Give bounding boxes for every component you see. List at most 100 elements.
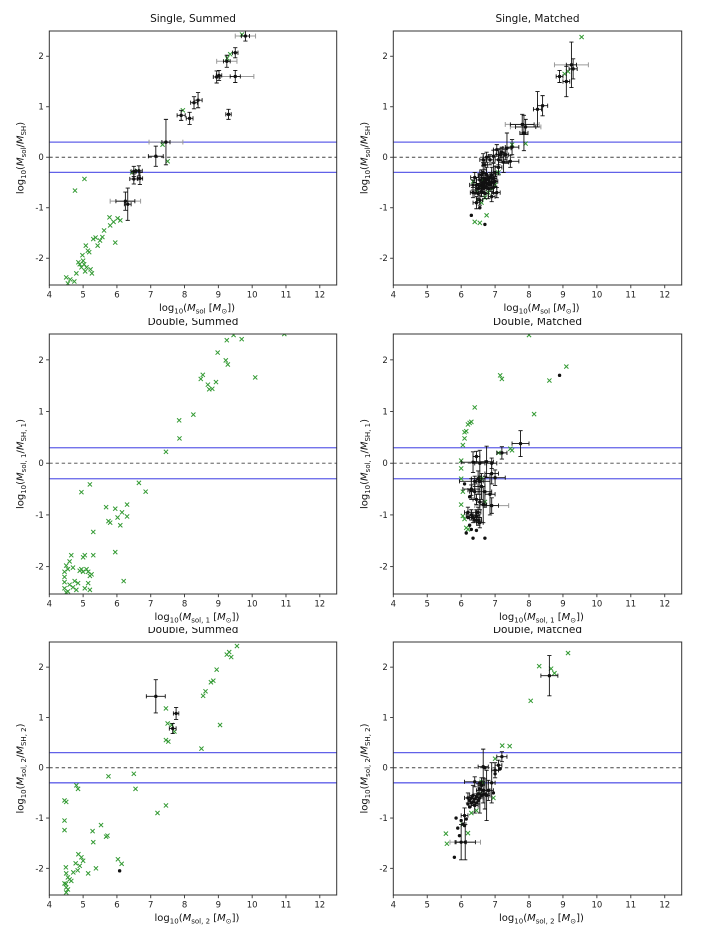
- reference-lines: [49, 447, 337, 480]
- x-tick-label: 8: [526, 600, 531, 610]
- x-tick-label: 5: [80, 901, 85, 911]
- panel-title: Double, Matched: [493, 627, 582, 636]
- x-tick-label: 12: [314, 291, 325, 301]
- x-axis-label: log10(Msol, 2 [M⊙]): [499, 913, 584, 926]
- x-tick-label: 11: [625, 901, 636, 911]
- x-tick-label: 12: [659, 291, 670, 301]
- y-axis-label: log10(Msol, 1/MSH, 1): [15, 419, 28, 509]
- x-tick-label: 9: [560, 901, 565, 911]
- y-axis-label: log10(Msol, 2/MSH, 2): [359, 723, 372, 813]
- y-tick-label: 0: [38, 764, 43, 774]
- x-tick-label: 10: [591, 291, 602, 301]
- y-tick-label: 1: [38, 408, 43, 418]
- x-tick-label: 12: [314, 901, 325, 911]
- y-tick-label: 2: [382, 356, 387, 366]
- y-tick-label: -2: [35, 563, 43, 573]
- y-tick-label: -1: [35, 511, 43, 521]
- y-tick-label: 2: [382, 663, 387, 673]
- x-tick-label: 4: [391, 600, 396, 610]
- x-tick-label: 11: [281, 291, 292, 301]
- y-tick-label: -2: [379, 254, 387, 264]
- y-tick-label: -1: [35, 204, 43, 214]
- x-axis-label: log10(Msol [M⊙]): [159, 303, 235, 316]
- x-tick-label: 10: [591, 600, 602, 610]
- x-axis-label: log10(Msol, 2 [M⊙]): [155, 913, 240, 926]
- x-tick-label: 12: [659, 901, 670, 911]
- y-tick-label: 1: [38, 713, 43, 723]
- x-tick-label: 8: [182, 291, 187, 301]
- y-tick-label: -1: [379, 814, 387, 824]
- data-points: [469, 34, 589, 227]
- y-axis-label: log10(Msol, 1/MSH, 1): [359, 419, 372, 509]
- x-tick-label: 11: [625, 600, 636, 610]
- x-tick-label: 11: [281, 901, 292, 911]
- panel-title: Double, Summed: [148, 627, 239, 636]
- y-tick-label: 1: [382, 103, 387, 113]
- y-axis-label: log10(Msol, 2/MSH, 2): [15, 723, 28, 813]
- x-tick-label: 10: [247, 291, 258, 301]
- panel-title: Single, Matched: [495, 13, 579, 25]
- data-points: [458, 334, 569, 540]
- data-points: [62, 643, 240, 895]
- x-tick-label: 10: [247, 901, 258, 911]
- x-axis-label: log10(Msol, 1 [M⊙]): [499, 612, 584, 625]
- x-tick-label: 5: [425, 291, 430, 301]
- y-tick-label: -1: [35, 814, 43, 824]
- x-tick-label: 8: [526, 901, 531, 911]
- x-tick-label: 5: [80, 291, 85, 301]
- reference-lines: [49, 752, 337, 784]
- x-tick-label: 11: [625, 291, 636, 301]
- y-tick-label: 0: [382, 764, 387, 774]
- x-tick-label: 6: [114, 291, 119, 301]
- y-tick-label: 1: [382, 713, 387, 723]
- y-tick-label: 1: [382, 408, 387, 418]
- data-points: [62, 334, 287, 594]
- x-tick-label: 4: [47, 901, 52, 911]
- y-tick-label: 2: [382, 52, 387, 62]
- panel-title: Double, Summed: [148, 318, 239, 328]
- data-points: [443, 650, 571, 861]
- y-tick-label: 2: [38, 663, 43, 673]
- y-tick-label: -2: [379, 563, 387, 573]
- x-tick-label: 6: [114, 600, 119, 610]
- reference-lines: [393, 447, 682, 480]
- y-tick-label: 2: [38, 52, 43, 62]
- data-points: [63, 31, 257, 285]
- x-tick-label: 6: [458, 600, 463, 610]
- x-tick-label: 12: [314, 600, 325, 610]
- y-tick-label: 0: [382, 459, 387, 469]
- y-tick-label: 2: [38, 356, 43, 366]
- y-tick-label: 0: [382, 153, 387, 163]
- y-tick-label: -1: [379, 511, 387, 521]
- x-tick-label: 9: [216, 901, 221, 911]
- x-tick-label: 4: [47, 600, 52, 610]
- x-tick-label: 10: [591, 901, 602, 911]
- x-tick-label: 9: [216, 600, 221, 610]
- x-tick-label: 7: [492, 291, 497, 301]
- x-tick-label: 9: [216, 291, 221, 301]
- x-tick-label: 10: [247, 600, 258, 610]
- y-tick-label: -2: [379, 864, 387, 874]
- y-tick-label: 0: [38, 153, 43, 163]
- reference-lines: [393, 752, 682, 784]
- y-axis-label: log10(Msol/MSH): [15, 122, 28, 194]
- x-tick-label: 9: [560, 291, 565, 301]
- y-tick-label: -2: [35, 864, 43, 874]
- x-tick-label: 8: [182, 600, 187, 610]
- x-tick-label: 8: [526, 291, 531, 301]
- x-tick-label: 4: [47, 291, 52, 301]
- x-tick-label: 7: [492, 901, 497, 911]
- x-tick-label: 6: [458, 901, 463, 911]
- x-tick-label: 5: [425, 901, 430, 911]
- x-tick-label: 6: [458, 291, 463, 301]
